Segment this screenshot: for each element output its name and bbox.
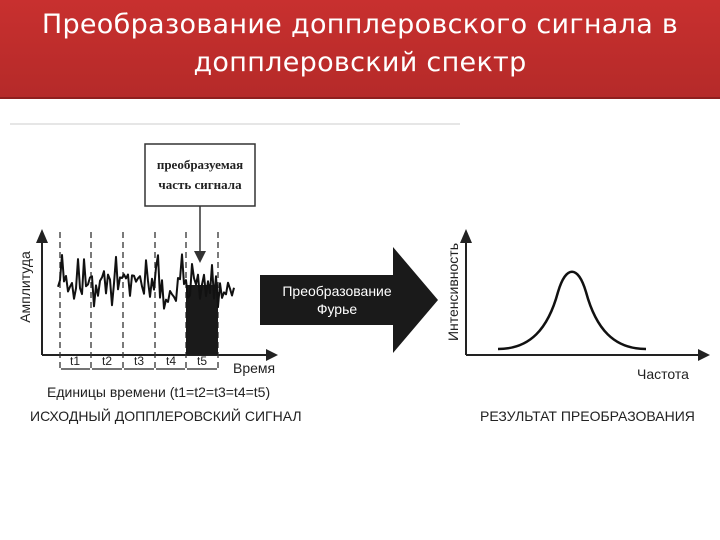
right-y-axis-arrow [460,229,472,243]
left-x-axis-arrow [266,349,278,361]
callout-pointer-head [194,251,206,263]
interval-label-t3: t3 [134,354,144,368]
left-y-axis-label: Амплитуда [17,251,33,323]
fourier-transform-arrow [260,247,438,353]
interval-labels: t1 t2 t3 t4 t5 [70,354,207,368]
right-x-axis-arrow [698,349,710,361]
title-bar: Преобразование допплеровского сигнала в … [0,0,720,99]
interval-label-t2: t2 [102,354,112,368]
time-units-text: Единицы времени (t1=t2=t3=t4=t5) [47,384,270,400]
left-caption: ИСХОДНЫЙ ДОППЛЕРОВСКИЙ СИГНАЛ [30,407,302,424]
interval-label-t4: t4 [166,354,176,368]
arrow-label-line2: Фурье [317,301,358,317]
spectrum-curve [497,270,647,351]
interval-label-t5: t5 [197,354,207,368]
arrow-label-line1: Преобразование [282,283,392,299]
right-x-axis-label: Частота [637,366,689,382]
callout-line2: часть сигнала [158,177,242,192]
callout-box [144,143,256,207]
left-y-axis-arrow [36,229,48,243]
callout-line1: преобразуемая [157,157,243,172]
right-caption: РЕЗУЛЬТАТ ПРЕОБРАЗОВАНИЯ [480,408,695,424]
right-y-axis-label: Интенсивность [445,243,461,341]
doppler-diagram: преобразуемая часть сигнала t1 t2 t3 t4 … [10,123,710,424]
slide-title: Преобразование допплеровского сигнала в … [41,9,679,78]
doppler-signal-trace [57,253,235,310]
transformed-segment [186,285,218,355]
interval-label-t1: t1 [70,354,80,368]
left-x-axis-label: Время [233,360,275,376]
